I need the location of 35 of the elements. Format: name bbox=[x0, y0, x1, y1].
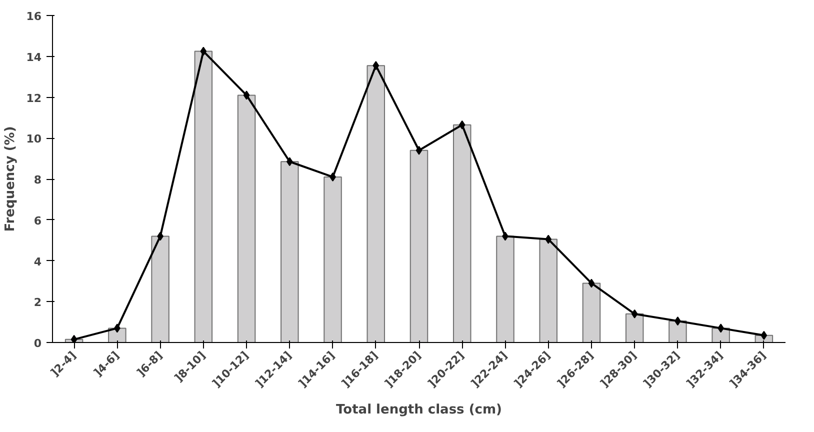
y-tick-label: 10 bbox=[26, 132, 42, 146]
y-tick-label: 4 bbox=[34, 255, 42, 268]
y-tick-label: 14 bbox=[26, 50, 42, 64]
bar bbox=[410, 150, 428, 342]
point bbox=[631, 309, 638, 318]
y-tick-label: 8 bbox=[34, 174, 42, 186]
y-tick-label: 16 bbox=[26, 10, 42, 23]
bar bbox=[366, 65, 386, 342]
y-tick-label: 0 bbox=[34, 337, 42, 350]
point bbox=[200, 46, 207, 56]
bar bbox=[582, 282, 601, 342]
bar bbox=[280, 161, 299, 342]
y-tick-label: 12 bbox=[26, 92, 42, 105]
point bbox=[286, 157, 293, 166]
y-tick-label: 2 bbox=[34, 296, 42, 310]
point bbox=[70, 334, 78, 342]
point bbox=[458, 120, 466, 130]
point bbox=[545, 234, 552, 244]
bar bbox=[625, 313, 644, 342]
bar bbox=[237, 94, 256, 342]
point bbox=[760, 330, 768, 340]
point bbox=[416, 146, 422, 155]
point bbox=[588, 278, 595, 288]
bar bbox=[496, 236, 514, 342]
bar bbox=[324, 176, 342, 342]
point bbox=[243, 90, 250, 100]
y-axis-title: Frequency (%) bbox=[3, 126, 18, 232]
bar bbox=[539, 238, 558, 342]
point bbox=[372, 61, 380, 70]
x-axis-title: Total length class (cm) bbox=[336, 402, 502, 418]
bar bbox=[452, 124, 472, 342]
bar bbox=[151, 236, 170, 342]
bar bbox=[668, 320, 687, 342]
bar bbox=[194, 50, 213, 342]
y-tick-label: 6 bbox=[34, 214, 42, 228]
